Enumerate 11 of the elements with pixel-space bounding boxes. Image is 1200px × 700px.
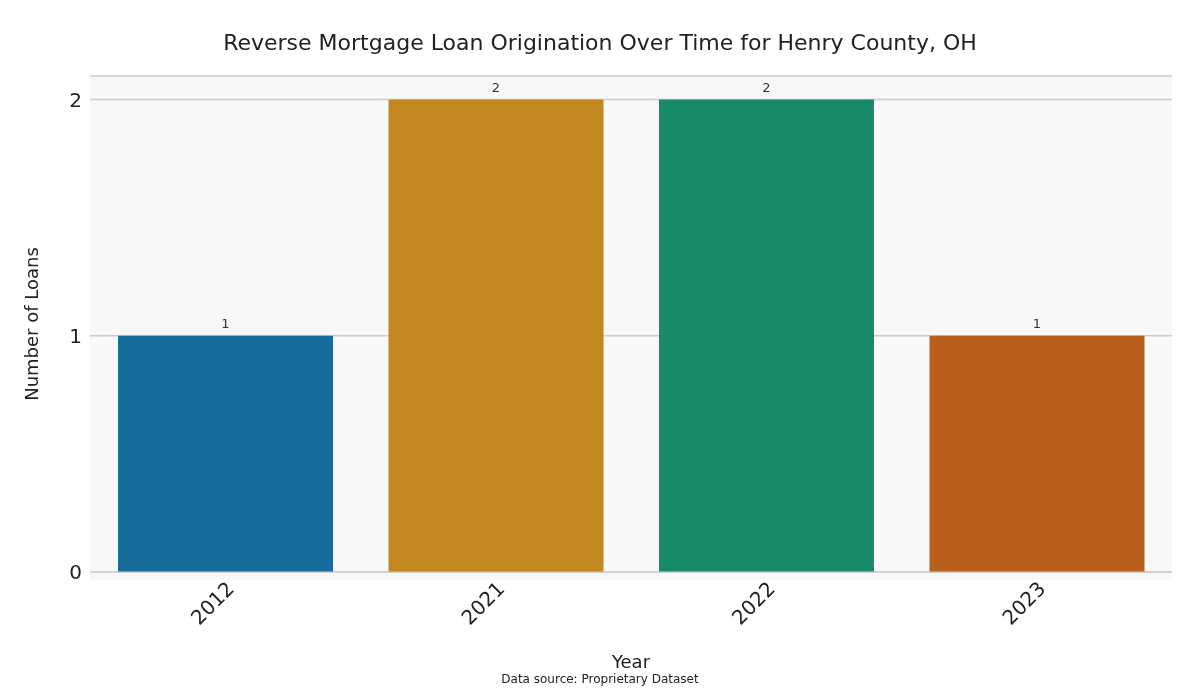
data-label: 1: [221, 315, 230, 331]
source-note: Data source: Proprietary Dataset: [500, 672, 700, 686]
data-label: 1: [1032, 315, 1042, 331]
data-label: 2: [491, 79, 501, 95]
x-axis-title: Year: [610, 651, 651, 672]
y-tick-label: 2: [69, 87, 82, 112]
y-tick-label: 1: [69, 323, 82, 348]
data-label: 2: [762, 79, 771, 95]
y-tick-label: 0: [69, 560, 82, 585]
y-axis-title: Number of Loans: [21, 247, 43, 401]
chart-title: Reverse Mortgage Loan Origination Over Time for Henry County, OH: [222, 30, 978, 55]
